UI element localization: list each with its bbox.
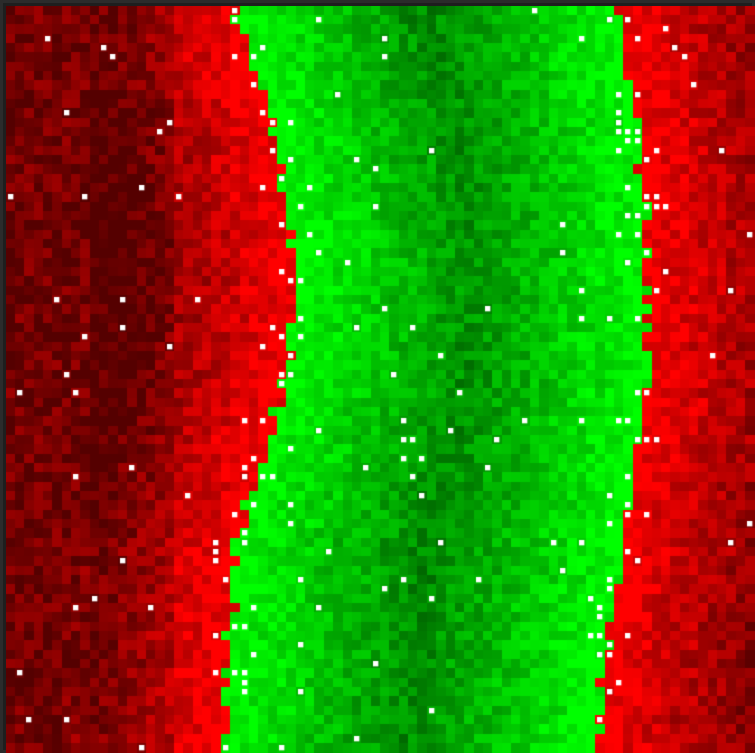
cellular-grid-board[interactable] [6, 6, 755, 753]
